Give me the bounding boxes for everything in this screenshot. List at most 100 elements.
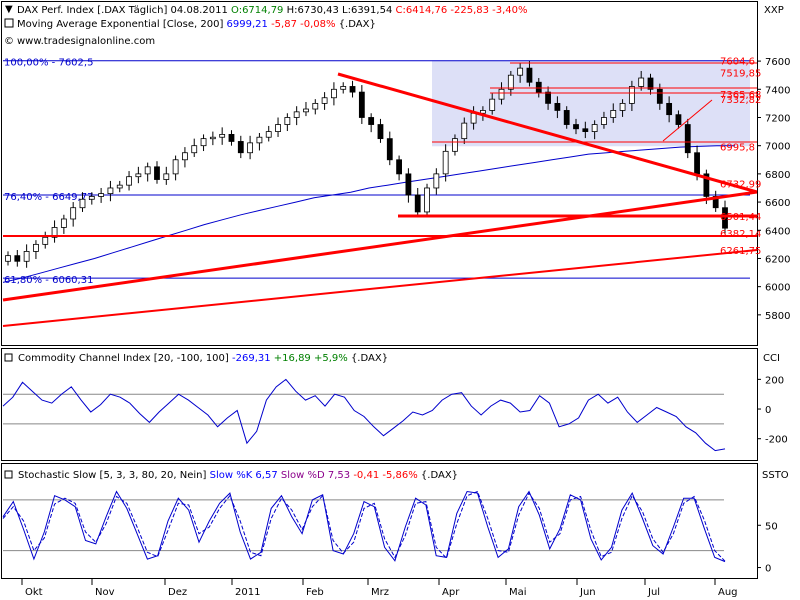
candle-body <box>591 124 598 132</box>
candle-body <box>60 218 67 228</box>
candle-body <box>135 173 142 178</box>
price-header: ▼ DAX Perf. Index [.DAX Täglich] 04.08.2… <box>4 4 528 47</box>
price-level-label: 7365,68 <box>720 90 761 101</box>
y-tick-label: 7600 <box>765 57 790 68</box>
candle-body <box>321 97 328 104</box>
candle-body <box>517 67 524 76</box>
cci-layer <box>2 378 726 452</box>
cci-header-part: +16,89 +5,9% <box>271 353 351 364</box>
candle-body <box>638 77 645 87</box>
candle-body <box>107 187 114 195</box>
source-text: www.tradesignalonline.com <box>17 36 155 47</box>
ma-header-part: -5,87 -0,08% <box>268 19 339 30</box>
candle-body <box>209 136 216 140</box>
candle-body <box>228 134 235 142</box>
price-y-axis: 7600 7400 7200 7000 6800 6600 6400 6200 6000 5800 <box>757 57 790 322</box>
candle-body <box>144 166 151 175</box>
candle-body <box>284 117 291 125</box>
falling-trendline <box>337 72 758 194</box>
y-tick-label: 0 <box>765 564 771 575</box>
x-tick-label: Aug <box>718 587 738 598</box>
candle-body <box>79 198 86 209</box>
y-tick-label: 200 <box>765 375 784 386</box>
stochastic-symbol-label: SSTO <box>762 470 789 481</box>
x-tick-label: Apr <box>442 587 460 598</box>
candle-body <box>405 173 412 196</box>
x-tick-label: Mrz <box>371 587 389 598</box>
stochastic-header-part: Stochastic Slow [5, 3, 3, 80, 20, Nein] <box>18 470 210 481</box>
candle-body <box>377 124 384 140</box>
checkbox-icon[interactable] <box>4 470 13 479</box>
price-header-part: H:6730,43 L:6391,54 <box>283 5 395 16</box>
ma-header-part: {.DAX} <box>339 19 376 30</box>
fibonacci-label: 61,80% - 6060,31 <box>4 275 93 286</box>
candle-body <box>694 152 700 175</box>
candle-body <box>368 117 375 125</box>
stochastic-header-text: Stochastic Slow [5, 3, 3, 80, 20, Nein] … <box>18 470 458 481</box>
cci-panel <box>1 348 758 461</box>
candle-body <box>414 194 421 213</box>
cci-header-text: Commodity Channel Index [20, -100, 100] … <box>18 353 388 364</box>
candle-body <box>684 124 691 154</box>
candle-body <box>219 134 226 138</box>
candle-body <box>23 251 30 262</box>
price-symbol-label: XXP <box>764 5 784 16</box>
candle-body <box>526 67 533 83</box>
candle-body <box>396 159 402 175</box>
y-tick-label: 0 <box>765 405 771 416</box>
candle-body <box>666 102 673 116</box>
candle-body <box>88 196 95 200</box>
candle-body <box>573 124 579 130</box>
candle-body <box>200 138 207 147</box>
candle-body <box>610 110 617 118</box>
stochastic-layer <box>2 490 726 563</box>
channel-line <box>662 99 713 142</box>
x-tick-label: 2011 <box>235 587 260 598</box>
y-tick-label: 6000 <box>765 283 790 294</box>
candle-body <box>601 117 607 125</box>
stochastic-header-part: {.DAX} <box>421 470 458 481</box>
x-tick-label: Feb <box>306 587 324 598</box>
trendline-layer <box>2 62 758 327</box>
candle-body <box>358 91 365 118</box>
candle-body <box>293 111 300 118</box>
price-level-label: 6501,44 <box>720 212 761 223</box>
candle-body <box>452 138 458 152</box>
candle-body <box>42 236 49 245</box>
y-tick-label: 6400 <box>765 226 790 237</box>
stochastic-header-part: Slow %K 6,57 <box>210 470 278 481</box>
candle-body <box>489 98 496 111</box>
candle-body <box>554 102 561 111</box>
candle-body <box>461 122 468 140</box>
price-header-text: DAX Perf. Index [.DAX Täglich] 04.08.201… <box>17 5 528 16</box>
y-tick-label: 6600 <box>765 198 790 209</box>
cci-header-part: -269,31 <box>232 353 271 364</box>
caret-down-icon[interactable]: ▼ <box>5 4 13 15</box>
ma-header-part: Moving Average Exponential [Close, 200] <box>17 19 227 30</box>
price-level-label: 7604,6 <box>720 56 755 67</box>
checkbox-icon[interactable] <box>4 353 13 362</box>
candle-body <box>433 173 440 189</box>
time-x-axis: Okt Nov Dez 2011 Feb Mrz Apr Mai Jun Jul Aug <box>21 579 738 598</box>
candle-body <box>163 173 170 180</box>
candle-body <box>619 102 626 111</box>
candle-body <box>256 136 263 144</box>
price-level-label: 6732,99 <box>720 179 761 190</box>
stochastic-y-axis: 50 0 <box>757 521 778 575</box>
candle-body <box>265 131 272 138</box>
consolidation-box-layer <box>432 60 750 147</box>
x-tick-label: Dez <box>168 587 187 598</box>
y-tick-label: 7200 <box>765 113 790 124</box>
candle-body <box>247 142 254 154</box>
candle-body <box>675 114 682 125</box>
candle-body <box>545 91 551 104</box>
candlestick-series <box>5 61 728 268</box>
checkbox-icon[interactable] <box>4 18 14 28</box>
candle-body <box>331 88 337 99</box>
price-level-label: 7519,85 <box>720 68 761 79</box>
fibonacci-layer: 100,00% - 7602,5 76,40% - 6649,77 61,80% -… <box>3 58 750 286</box>
copyright-icon: © <box>4 36 14 47</box>
stochastic-header-part: Slow %D 7,53 <box>278 470 354 481</box>
